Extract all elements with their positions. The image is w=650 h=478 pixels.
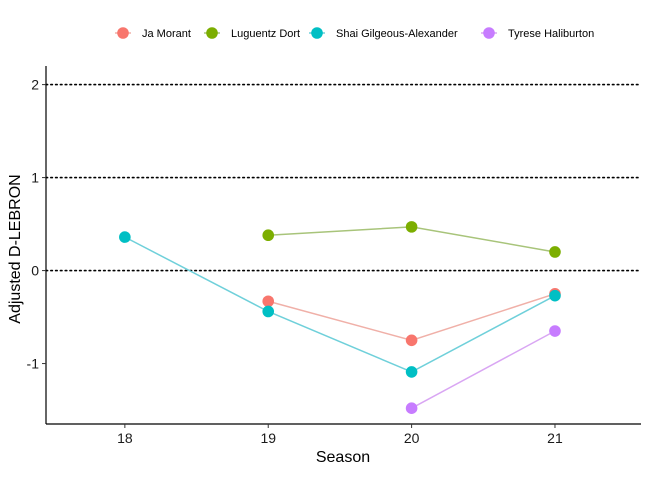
axes: 210-118 19 20 21 [27, 66, 641, 446]
data-point-luguentz-dort [549, 246, 561, 258]
legend-item-shai-gilgeous-alexander: Shai Gilgeous-Alexander [309, 27, 458, 40]
legend-label: Ja Morant [142, 28, 191, 40]
legend-key-marker [483, 27, 495, 39]
y-tick-label: 0 [31, 263, 39, 279]
data-point-luguentz-dort [262, 229, 275, 242]
series-line-tyrese-haliburton [411, 330, 556, 409]
legend-item-ja-morant: Ja Morant [115, 27, 191, 40]
x-axis-title: Season [316, 449, 370, 466]
series-lines [124, 226, 556, 409]
data-point-luguentz-dort [405, 221, 418, 233]
data-point-tyrese-haliburton [405, 402, 418, 414]
series-points [119, 221, 561, 414]
reference-lines [45, 83, 642, 272]
legend-item-tyrese-haliburton: Tyrese Haliburton [481, 27, 594, 40]
y-tick-label: 2 [31, 77, 39, 93]
legend-key-marker [206, 27, 218, 39]
data-point-tyrese-haliburton [549, 325, 561, 337]
y-axis-title: Adjusted D-LEBRON [7, 174, 24, 323]
data-point-ja-morant [262, 295, 275, 308]
x-tick-label: 21 [547, 430, 563, 446]
legend-key-marker [117, 27, 129, 39]
data-point-shai-gilgeous-alexander [262, 305, 275, 318]
legend-item-luguentz-dort: Luguentz Dort [204, 27, 300, 40]
legend-label: Tyrese Haliburton [508, 28, 594, 40]
data-point-ja-morant [405, 334, 418, 347]
legend-key-marker [311, 27, 323, 39]
series-line-shai-gilgeous-alexander [124, 236, 556, 373]
y-tick-label: 1 [31, 170, 39, 186]
data-point-shai-gilgeous-alexander [549, 289, 561, 302]
data-point-shai-gilgeous-alexander [119, 231, 131, 243]
y-tick-label: -1 [27, 356, 40, 372]
x-tick-label: 19 [260, 430, 276, 446]
legend: Ja Morant Luguentz Dort Shai Gilgeous-Alex… [115, 27, 594, 40]
legend-label: Shai Gilgeous-Alexander [336, 28, 458, 40]
legend-label: Luguentz Dort [231, 28, 300, 40]
x-tick-label: 20 [404, 430, 420, 446]
x-tick-label: 18 [117, 430, 133, 446]
series-line-ja-morant [268, 293, 556, 342]
data-point-shai-gilgeous-alexander [405, 366, 418, 378]
